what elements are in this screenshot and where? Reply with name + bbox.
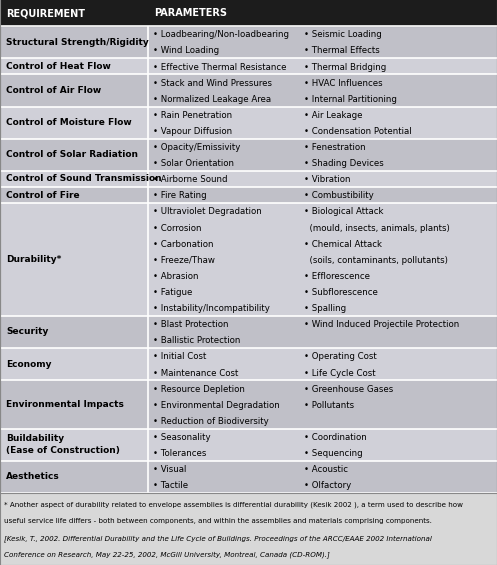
Text: (soils, contaminants, pollutants): (soils, contaminants, pollutants) bbox=[304, 256, 448, 265]
Text: Structural Strength/Rigidity: Structural Strength/Rigidity bbox=[6, 38, 149, 46]
Text: • Thermal Effects: • Thermal Effects bbox=[304, 46, 380, 55]
Bar bbox=[0, 429, 497, 461]
Text: • Shading Devices: • Shading Devices bbox=[304, 159, 384, 168]
Text: • Wind Induced Projectile Protection: • Wind Induced Projectile Protection bbox=[304, 320, 459, 329]
Text: • Carbonation: • Carbonation bbox=[153, 240, 214, 249]
Text: • Airborne Sound: • Airborne Sound bbox=[153, 175, 228, 184]
Text: Control of Solar Radiation: Control of Solar Radiation bbox=[6, 150, 138, 159]
Text: • Fatigue: • Fatigue bbox=[153, 288, 192, 297]
Bar bbox=[0, 58, 497, 75]
Text: • Seasonality: • Seasonality bbox=[153, 433, 211, 442]
Text: • Thermal Bridging: • Thermal Bridging bbox=[304, 63, 387, 72]
Bar bbox=[0, 0, 497, 26]
Text: Control of Air Flow: Control of Air Flow bbox=[6, 86, 101, 95]
Bar bbox=[0, 139, 497, 171]
Bar bbox=[0, 380, 497, 429]
Text: • Loadbearing/Non-loadbearing: • Loadbearing/Non-loadbearing bbox=[153, 31, 289, 40]
Text: • Air Leakage: • Air Leakage bbox=[304, 111, 363, 120]
Text: • Fenestration: • Fenestration bbox=[304, 143, 366, 152]
Text: • Biological Attack: • Biological Attack bbox=[304, 207, 384, 216]
Text: • Vibration: • Vibration bbox=[304, 175, 351, 184]
Text: Conference on Research, May 22-25, 2002, McGill University, Montreal, Canada (CD: Conference on Research, May 22-25, 2002,… bbox=[4, 551, 330, 558]
Text: • HVAC Influences: • HVAC Influences bbox=[304, 79, 383, 88]
Text: Environmental Impacts: Environmental Impacts bbox=[6, 400, 124, 409]
Bar bbox=[0, 461, 497, 493]
Text: • Tactile: • Tactile bbox=[153, 481, 188, 490]
Bar bbox=[0, 493, 497, 565]
Text: • Effective Thermal Resistance: • Effective Thermal Resistance bbox=[153, 63, 287, 72]
Text: • Environmental Degradation: • Environmental Degradation bbox=[153, 401, 280, 410]
Text: • Vapour Diffusion: • Vapour Diffusion bbox=[153, 127, 232, 136]
Bar bbox=[0, 348, 497, 380]
Text: • Abrasion: • Abrasion bbox=[153, 272, 199, 281]
Bar bbox=[0, 75, 497, 107]
Text: • Combustibility: • Combustibility bbox=[304, 192, 374, 201]
Text: • Operating Cost: • Operating Cost bbox=[304, 353, 377, 362]
Text: • Visual: • Visual bbox=[153, 465, 186, 474]
Text: • Blast Protection: • Blast Protection bbox=[153, 320, 229, 329]
Text: Economy: Economy bbox=[6, 360, 52, 369]
Text: • Opacity/Emissivity: • Opacity/Emissivity bbox=[153, 143, 241, 152]
Text: • Ballistic Protection: • Ballistic Protection bbox=[153, 336, 241, 345]
Text: • Subflorescence: • Subflorescence bbox=[304, 288, 378, 297]
Text: • Initial Cost: • Initial Cost bbox=[153, 353, 206, 362]
Text: • Acoustic: • Acoustic bbox=[304, 465, 348, 474]
Text: Control of Fire: Control of Fire bbox=[6, 190, 80, 199]
Text: • Coordination: • Coordination bbox=[304, 433, 367, 442]
Text: Control of Moisture Flow: Control of Moisture Flow bbox=[6, 118, 132, 127]
Text: Buildability
(Ease of Construction): Buildability (Ease of Construction) bbox=[6, 434, 120, 455]
Text: • Greenhouse Gases: • Greenhouse Gases bbox=[304, 385, 394, 394]
Text: • Sequencing: • Sequencing bbox=[304, 449, 363, 458]
Text: REQUIREMENT: REQUIREMENT bbox=[6, 8, 85, 18]
Bar bbox=[0, 171, 497, 187]
Text: PARAMETERS: PARAMETERS bbox=[154, 8, 227, 18]
Bar bbox=[0, 107, 497, 139]
Text: • Resource Depletion: • Resource Depletion bbox=[153, 385, 245, 394]
Text: Control of Heat Flow: Control of Heat Flow bbox=[6, 62, 111, 71]
Bar bbox=[0, 316, 497, 348]
Text: • Condensation Potential: • Condensation Potential bbox=[304, 127, 412, 136]
Text: • Fire Rating: • Fire Rating bbox=[153, 192, 207, 201]
Text: • Olfactory: • Olfactory bbox=[304, 481, 351, 490]
Text: • Normalized Leakage Area: • Normalized Leakage Area bbox=[153, 95, 271, 104]
Text: Security: Security bbox=[6, 328, 48, 337]
Text: • Maintenance Cost: • Maintenance Cost bbox=[153, 368, 239, 377]
Text: Aesthetics: Aesthetics bbox=[6, 472, 60, 481]
Text: • Seismic Loading: • Seismic Loading bbox=[304, 31, 382, 40]
Text: • Wind Loading: • Wind Loading bbox=[153, 46, 219, 55]
Text: • Efflorescence: • Efflorescence bbox=[304, 272, 370, 281]
Text: * Another aspect of durability related to envelope assemblies is differential du: * Another aspect of durability related t… bbox=[4, 502, 463, 508]
Bar bbox=[0, 26, 497, 58]
Text: • Rain Penetration: • Rain Penetration bbox=[153, 111, 232, 120]
Text: Control of Sound Transmission: Control of Sound Transmission bbox=[6, 175, 162, 184]
Bar bbox=[0, 187, 497, 203]
Text: • Instability/Incompatibility: • Instability/Incompatibility bbox=[153, 304, 270, 313]
Text: [Kesik, T., 2002. Differential Durability and the Life Cycle of Buildings. Proce: [Kesik, T., 2002. Differential Durabilit… bbox=[4, 535, 432, 542]
Text: • Pollutants: • Pollutants bbox=[304, 401, 354, 410]
Text: • Internal Partitioning: • Internal Partitioning bbox=[304, 95, 397, 104]
Bar bbox=[0, 26, 497, 493]
Text: • Solar Orientation: • Solar Orientation bbox=[153, 159, 234, 168]
Text: • Spalling: • Spalling bbox=[304, 304, 346, 313]
Text: • Tolerances: • Tolerances bbox=[153, 449, 206, 458]
Text: • Life Cycle Cost: • Life Cycle Cost bbox=[304, 368, 376, 377]
Text: • Freeze/Thaw: • Freeze/Thaw bbox=[153, 256, 215, 265]
Text: • Ultraviolet Degradation: • Ultraviolet Degradation bbox=[153, 207, 262, 216]
Bar bbox=[0, 203, 497, 316]
Text: Durability*: Durability* bbox=[6, 255, 61, 264]
Text: • Reduction of Biodiversity: • Reduction of Biodiversity bbox=[153, 417, 269, 426]
Text: • Chemical Attack: • Chemical Attack bbox=[304, 240, 382, 249]
Text: • Corrosion: • Corrosion bbox=[153, 224, 202, 233]
Text: (mould, insects, animals, plants): (mould, insects, animals, plants) bbox=[304, 224, 450, 233]
Text: • Stack and Wind Pressures: • Stack and Wind Pressures bbox=[153, 79, 272, 88]
Text: useful service life differs - both between components, and within the assemblies: useful service life differs - both betwe… bbox=[4, 519, 432, 524]
